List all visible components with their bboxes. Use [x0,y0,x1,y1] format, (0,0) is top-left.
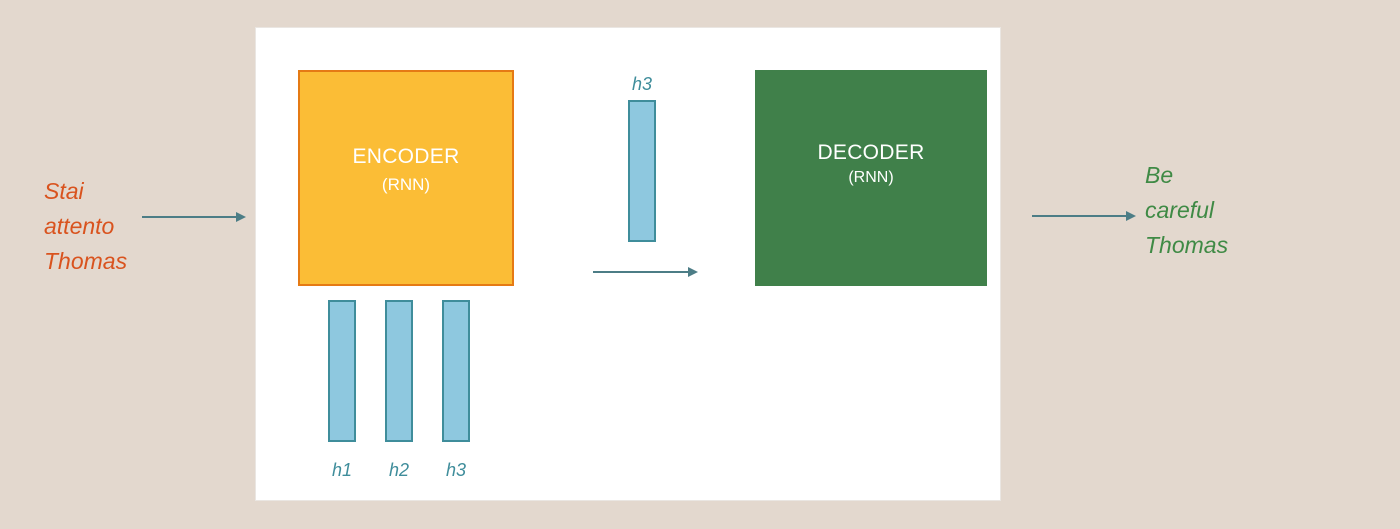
hidden-state-label-h1: h1 [331,460,353,480]
decoder-title: DECODER [817,141,925,164]
decoder-subtitle: (RNN) [848,169,894,186]
target-word: Be [1145,162,1174,188]
context-vector-bar [628,100,656,242]
encoder-title: ENCODER [352,145,460,168]
target-word: Thomas [1145,232,1229,258]
source-word: Thomas [44,248,128,274]
encoder-box: ENCODER (RNN) [298,70,514,286]
hidden-state-bar-h2 [385,300,413,442]
hidden-state-label-h3: h3 [445,460,467,480]
hidden-state-label-h2: h2 [388,460,410,480]
hidden-state-bar-h1 [328,300,356,442]
source-sentence: Stai attento Thomas [44,174,127,279]
target-word: careful [1145,197,1215,223]
decoder-box: DECODER (RNN) [755,70,987,286]
encoder-subtitle: (RNN) [381,175,431,194]
target-sentence: Be careful Thomas [1145,158,1228,263]
context-vector-label: h3 [631,74,653,94]
hidden-state-bar-h3 [442,300,470,442]
source-word: Stai [44,178,84,204]
source-word: attento [44,213,115,239]
